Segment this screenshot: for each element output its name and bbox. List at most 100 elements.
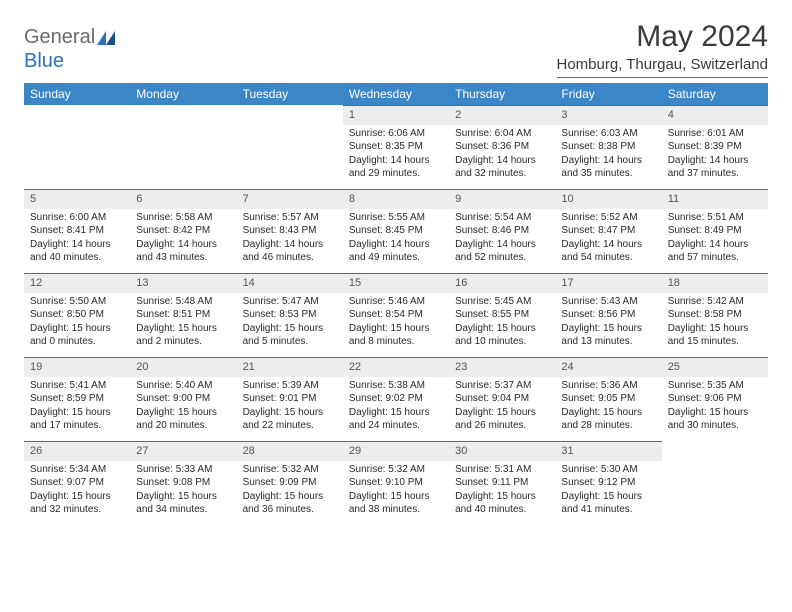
calendar-day-cell: 10Sunrise: 5:52 AMSunset: 8:47 PMDayligh… (555, 189, 661, 273)
day-number: 16 (449, 273, 555, 293)
day-number: 28 (237, 441, 343, 461)
day-number: 29 (343, 441, 449, 461)
calendar-day-cell (24, 105, 130, 189)
calendar-day-cell: 23Sunrise: 5:37 AMSunset: 9:04 PMDayligh… (449, 357, 555, 441)
day-details: Sunrise: 5:30 AMSunset: 9:12 PMDaylight:… (555, 463, 661, 521)
weekday-header: Sunday (24, 83, 130, 105)
calendar-day-cell: 28Sunrise: 5:32 AMSunset: 9:09 PMDayligh… (237, 441, 343, 525)
calendar-body: 1Sunrise: 6:06 AMSunset: 8:35 PMDaylight… (24, 105, 768, 525)
calendar-day-cell: 29Sunrise: 5:32 AMSunset: 9:10 PMDayligh… (343, 441, 449, 525)
day-number: 26 (24, 441, 130, 461)
day-number: 19 (24, 357, 130, 377)
day-number: 7 (237, 189, 343, 209)
day-details: Sunrise: 5:37 AMSunset: 9:04 PMDaylight:… (449, 379, 555, 437)
calendar-day-cell: 26Sunrise: 5:34 AMSunset: 9:07 PMDayligh… (24, 441, 130, 525)
logo-text-1: General (24, 26, 95, 49)
calendar-week-row: 1Sunrise: 6:06 AMSunset: 8:35 PMDaylight… (24, 105, 768, 189)
logo-triangle-icon (97, 31, 115, 45)
day-number: 8 (343, 189, 449, 209)
calendar-day-cell: 6Sunrise: 5:58 AMSunset: 8:42 PMDaylight… (130, 189, 236, 273)
day-details: Sunrise: 5:47 AMSunset: 8:53 PMDaylight:… (237, 295, 343, 353)
calendar-day-cell: 14Sunrise: 5:47 AMSunset: 8:53 PMDayligh… (237, 273, 343, 357)
day-number: 23 (449, 357, 555, 377)
day-number: 6 (130, 189, 236, 209)
calendar-table: SundayMondayTuesdayWednesdayThursdayFrid… (24, 83, 768, 525)
day-number: 2 (449, 105, 555, 125)
day-details: Sunrise: 5:40 AMSunset: 9:00 PMDaylight:… (130, 379, 236, 437)
day-number: 15 (343, 273, 449, 293)
day-number: 14 (237, 273, 343, 293)
calendar-day-cell: 3Sunrise: 6:03 AMSunset: 8:38 PMDaylight… (555, 105, 661, 189)
weekday-header: Thursday (449, 83, 555, 105)
day-number: 17 (555, 273, 661, 293)
calendar-day-cell: 25Sunrise: 5:35 AMSunset: 9:06 PMDayligh… (662, 357, 768, 441)
day-details: Sunrise: 6:04 AMSunset: 8:36 PMDaylight:… (449, 127, 555, 185)
calendar-day-cell: 5Sunrise: 6:00 AMSunset: 8:41 PMDaylight… (24, 189, 130, 273)
calendar-day-cell: 24Sunrise: 5:36 AMSunset: 9:05 PMDayligh… (555, 357, 661, 441)
day-number: 24 (555, 357, 661, 377)
weekday-header: Friday (555, 83, 661, 105)
weekday-header: Wednesday (343, 83, 449, 105)
calendar-day-cell: 12Sunrise: 5:50 AMSunset: 8:50 PMDayligh… (24, 273, 130, 357)
calendar-day-cell: 4Sunrise: 6:01 AMSunset: 8:39 PMDaylight… (662, 105, 768, 189)
day-details: Sunrise: 6:00 AMSunset: 8:41 PMDaylight:… (24, 211, 130, 269)
calendar-day-cell: 15Sunrise: 5:46 AMSunset: 8:54 PMDayligh… (343, 273, 449, 357)
day-number: 13 (130, 273, 236, 293)
calendar-day-cell: 30Sunrise: 5:31 AMSunset: 9:11 PMDayligh… (449, 441, 555, 525)
calendar-day-cell (237, 105, 343, 189)
day-details: Sunrise: 6:01 AMSunset: 8:39 PMDaylight:… (662, 127, 768, 185)
day-details: Sunrise: 5:51 AMSunset: 8:49 PMDaylight:… (662, 211, 768, 269)
calendar-header-row: SundayMondayTuesdayWednesdayThursdayFrid… (24, 83, 768, 105)
calendar-day-cell: 17Sunrise: 5:43 AMSunset: 8:56 PMDayligh… (555, 273, 661, 357)
logo: General (24, 20, 115, 49)
day-number: 27 (130, 441, 236, 461)
calendar-day-cell: 16Sunrise: 5:45 AMSunset: 8:55 PMDayligh… (449, 273, 555, 357)
calendar-day-cell: 22Sunrise: 5:38 AMSunset: 9:02 PMDayligh… (343, 357, 449, 441)
day-number: 10 (555, 189, 661, 209)
day-details: Sunrise: 6:03 AMSunset: 8:38 PMDaylight:… (555, 127, 661, 185)
day-details: Sunrise: 5:35 AMSunset: 9:06 PMDaylight:… (662, 379, 768, 437)
day-details: Sunrise: 5:48 AMSunset: 8:51 PMDaylight:… (130, 295, 236, 353)
day-number: 5 (24, 189, 130, 209)
calendar-day-cell: 27Sunrise: 5:33 AMSunset: 9:08 PMDayligh… (130, 441, 236, 525)
day-number: 21 (237, 357, 343, 377)
day-details: Sunrise: 5:32 AMSunset: 9:10 PMDaylight:… (343, 463, 449, 521)
calendar-day-cell (130, 105, 236, 189)
day-details: Sunrise: 5:46 AMSunset: 8:54 PMDaylight:… (343, 295, 449, 353)
day-details: Sunrise: 5:36 AMSunset: 9:05 PMDaylight:… (555, 379, 661, 437)
day-details: Sunrise: 5:39 AMSunset: 9:01 PMDaylight:… (237, 379, 343, 437)
day-number: 25 (662, 357, 768, 377)
day-details: Sunrise: 5:32 AMSunset: 9:09 PMDaylight:… (237, 463, 343, 521)
calendar-day-cell: 21Sunrise: 5:39 AMSunset: 9:01 PMDayligh… (237, 357, 343, 441)
calendar-day-cell: 8Sunrise: 5:55 AMSunset: 8:45 PMDaylight… (343, 189, 449, 273)
calendar-day-cell: 11Sunrise: 5:51 AMSunset: 8:49 PMDayligh… (662, 189, 768, 273)
calendar-week-row: 5Sunrise: 6:00 AMSunset: 8:41 PMDaylight… (24, 189, 768, 273)
weekday-header: Saturday (662, 83, 768, 105)
day-number: 31 (555, 441, 661, 461)
day-number: 1 (343, 105, 449, 125)
page-title: May 2024 (557, 20, 769, 54)
calendar-day-cell: 18Sunrise: 5:42 AMSunset: 8:58 PMDayligh… (662, 273, 768, 357)
day-details: Sunrise: 5:41 AMSunset: 8:59 PMDaylight:… (24, 379, 130, 437)
logo-text-2: Blue (24, 50, 768, 73)
calendar-day-cell: 2Sunrise: 6:04 AMSunset: 8:36 PMDaylight… (449, 105, 555, 189)
day-number: 20 (130, 357, 236, 377)
day-number: 9 (449, 189, 555, 209)
day-details: Sunrise: 5:45 AMSunset: 8:55 PMDaylight:… (449, 295, 555, 353)
day-number: 12 (24, 273, 130, 293)
day-number: 18 (662, 273, 768, 293)
day-details: Sunrise: 6:06 AMSunset: 8:35 PMDaylight:… (343, 127, 449, 185)
day-number: 3 (555, 105, 661, 125)
calendar-day-cell: 1Sunrise: 6:06 AMSunset: 8:35 PMDaylight… (343, 105, 449, 189)
day-details: Sunrise: 5:38 AMSunset: 9:02 PMDaylight:… (343, 379, 449, 437)
weekday-header: Monday (130, 83, 236, 105)
calendar-week-row: 19Sunrise: 5:41 AMSunset: 8:59 PMDayligh… (24, 357, 768, 441)
calendar-day-cell: 19Sunrise: 5:41 AMSunset: 8:59 PMDayligh… (24, 357, 130, 441)
day-details: Sunrise: 5:55 AMSunset: 8:45 PMDaylight:… (343, 211, 449, 269)
calendar-day-cell (662, 441, 768, 525)
day-number: 4 (662, 105, 768, 125)
calendar-week-row: 12Sunrise: 5:50 AMSunset: 8:50 PMDayligh… (24, 273, 768, 357)
calendar-day-cell: 9Sunrise: 5:54 AMSunset: 8:46 PMDaylight… (449, 189, 555, 273)
calendar-day-cell: 13Sunrise: 5:48 AMSunset: 8:51 PMDayligh… (130, 273, 236, 357)
day-number: 22 (343, 357, 449, 377)
